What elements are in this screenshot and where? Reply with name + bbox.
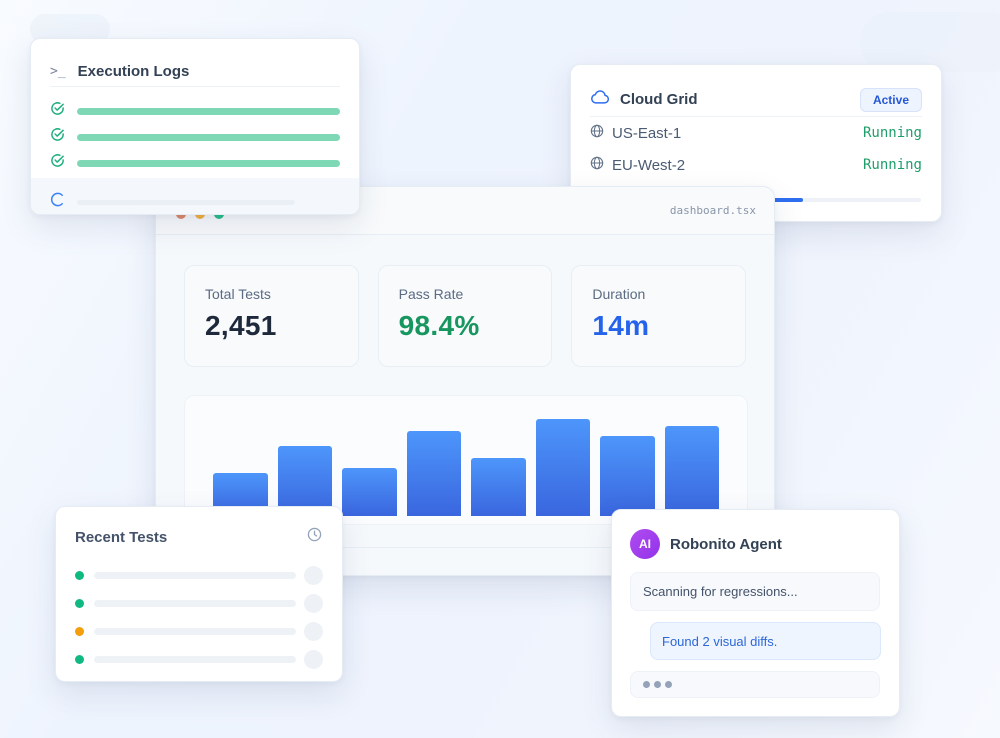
typing-indicator: [630, 671, 880, 698]
stat-card-total-tests: Total Tests 2,451: [184, 265, 359, 367]
recent-tests-header: Recent Tests: [56, 507, 342, 547]
stat-value: 98.4%: [398, 310, 480, 341]
typing-dot: [654, 681, 661, 688]
log-progress-line: [77, 107, 340, 115]
test-name-placeholder: [94, 571, 296, 579]
execution-logs-card: >_ Execution Logs: [30, 38, 360, 215]
status-dot-warning: [75, 626, 84, 636]
typing-dot: [643, 681, 650, 688]
execution-logs-header: >_ Execution Logs: [50, 39, 340, 87]
clock-icon[interactable]: [307, 527, 322, 547]
agent-message-highlight: Found 2 visual diffs.: [650, 622, 881, 660]
region-name: US-East-1: [612, 124, 682, 142]
avatar-placeholder: [304, 649, 323, 669]
stat-label: Pass Rate: [398, 286, 464, 302]
check-circle-icon: [50, 101, 65, 121]
chart-bar: [406, 431, 461, 516]
region-row: EU-West-2 Running: [590, 149, 922, 181]
loading-spinner-icon: [50, 192, 65, 212]
stat-label: Duration: [592, 286, 646, 302]
chart-bar: [664, 426, 719, 516]
avatar-placeholder: [304, 593, 323, 613]
region-status: Running: [862, 157, 922, 173]
test-row[interactable]: [75, 561, 323, 589]
log-row: [31, 124, 359, 150]
avatar-placeholder: [304, 621, 323, 641]
chart-bar: [600, 436, 655, 516]
stat-card-duration: Duration 14m: [571, 265, 747, 367]
ai-avatar: AI: [630, 529, 660, 559]
execution-logs-title: Execution Logs: [77, 63, 190, 80]
progress-bar: [771, 198, 921, 202]
region-row: US-East-1 Running: [590, 117, 922, 149]
log-progress-line: [77, 133, 340, 141]
agent-chat-card: AI Robonito Agent Scanning for regressio…: [611, 509, 900, 717]
check-circle-icon: [50, 153, 65, 173]
status-dot-passed: [75, 570, 84, 580]
stat-value: 14m: [592, 310, 650, 341]
stats-row: Total Tests 2,451 Pass Rate 98.4% Durati…: [156, 235, 774, 367]
avatar-placeholder: [304, 565, 323, 585]
progress-fill: [771, 198, 803, 202]
chart-bar: [535, 419, 590, 516]
chart-bar: [471, 457, 526, 516]
status-dot-passed: [75, 598, 84, 608]
test-row[interactable]: [75, 645, 323, 673]
test-row[interactable]: [75, 617, 323, 645]
typing-dot: [665, 681, 672, 688]
agent-title: Robonito Agent: [670, 535, 782, 553]
log-row: [31, 150, 359, 176]
status-badge: Active: [859, 87, 922, 112]
stat-value: 2,451: [205, 310, 277, 341]
log-row: [31, 98, 359, 124]
agent-header: AI Robonito Agent: [612, 510, 899, 559]
globe-icon: [590, 156, 604, 174]
region-name: EU-West-2: [612, 156, 686, 174]
check-circle-icon: [50, 127, 65, 147]
test-row[interactable]: [75, 589, 323, 617]
chart-bar: [342, 467, 397, 516]
status-dot-passed: [75, 654, 84, 664]
cloud-grid-card: Cloud Grid Active US-East-1 Running EU-W…: [570, 64, 942, 222]
cloud-icon: [590, 89, 610, 110]
chart-bars: [213, 416, 719, 516]
recent-tests-card: Recent Tests: [55, 506, 343, 682]
cloud-grid-title: Cloud Grid: [620, 91, 698, 108]
agent-message: Scanning for regressions...: [630, 572, 880, 611]
test-name-placeholder: [94, 655, 296, 663]
stat-card-pass-rate: Pass Rate 98.4%: [377, 265, 553, 367]
log-progress-line: [77, 199, 295, 205]
window-filename: dashboard.tsx: [669, 204, 756, 217]
region-status: Running: [862, 125, 922, 141]
terminal-icon: >_: [50, 64, 66, 79]
log-progress-line: [77, 159, 340, 167]
test-name-placeholder: [94, 599, 296, 607]
background-shape: [860, 12, 1000, 72]
cloud-grid-header: Cloud Grid Active: [590, 65, 922, 117]
chart-bar: [277, 446, 332, 516]
log-row-pending: [31, 178, 359, 214]
recent-tests-title: Recent Tests: [75, 528, 168, 546]
test-name-placeholder: [94, 627, 296, 635]
window-divider: [156, 547, 774, 548]
stat-label: Total Tests: [205, 286, 271, 302]
globe-icon: [590, 124, 604, 142]
